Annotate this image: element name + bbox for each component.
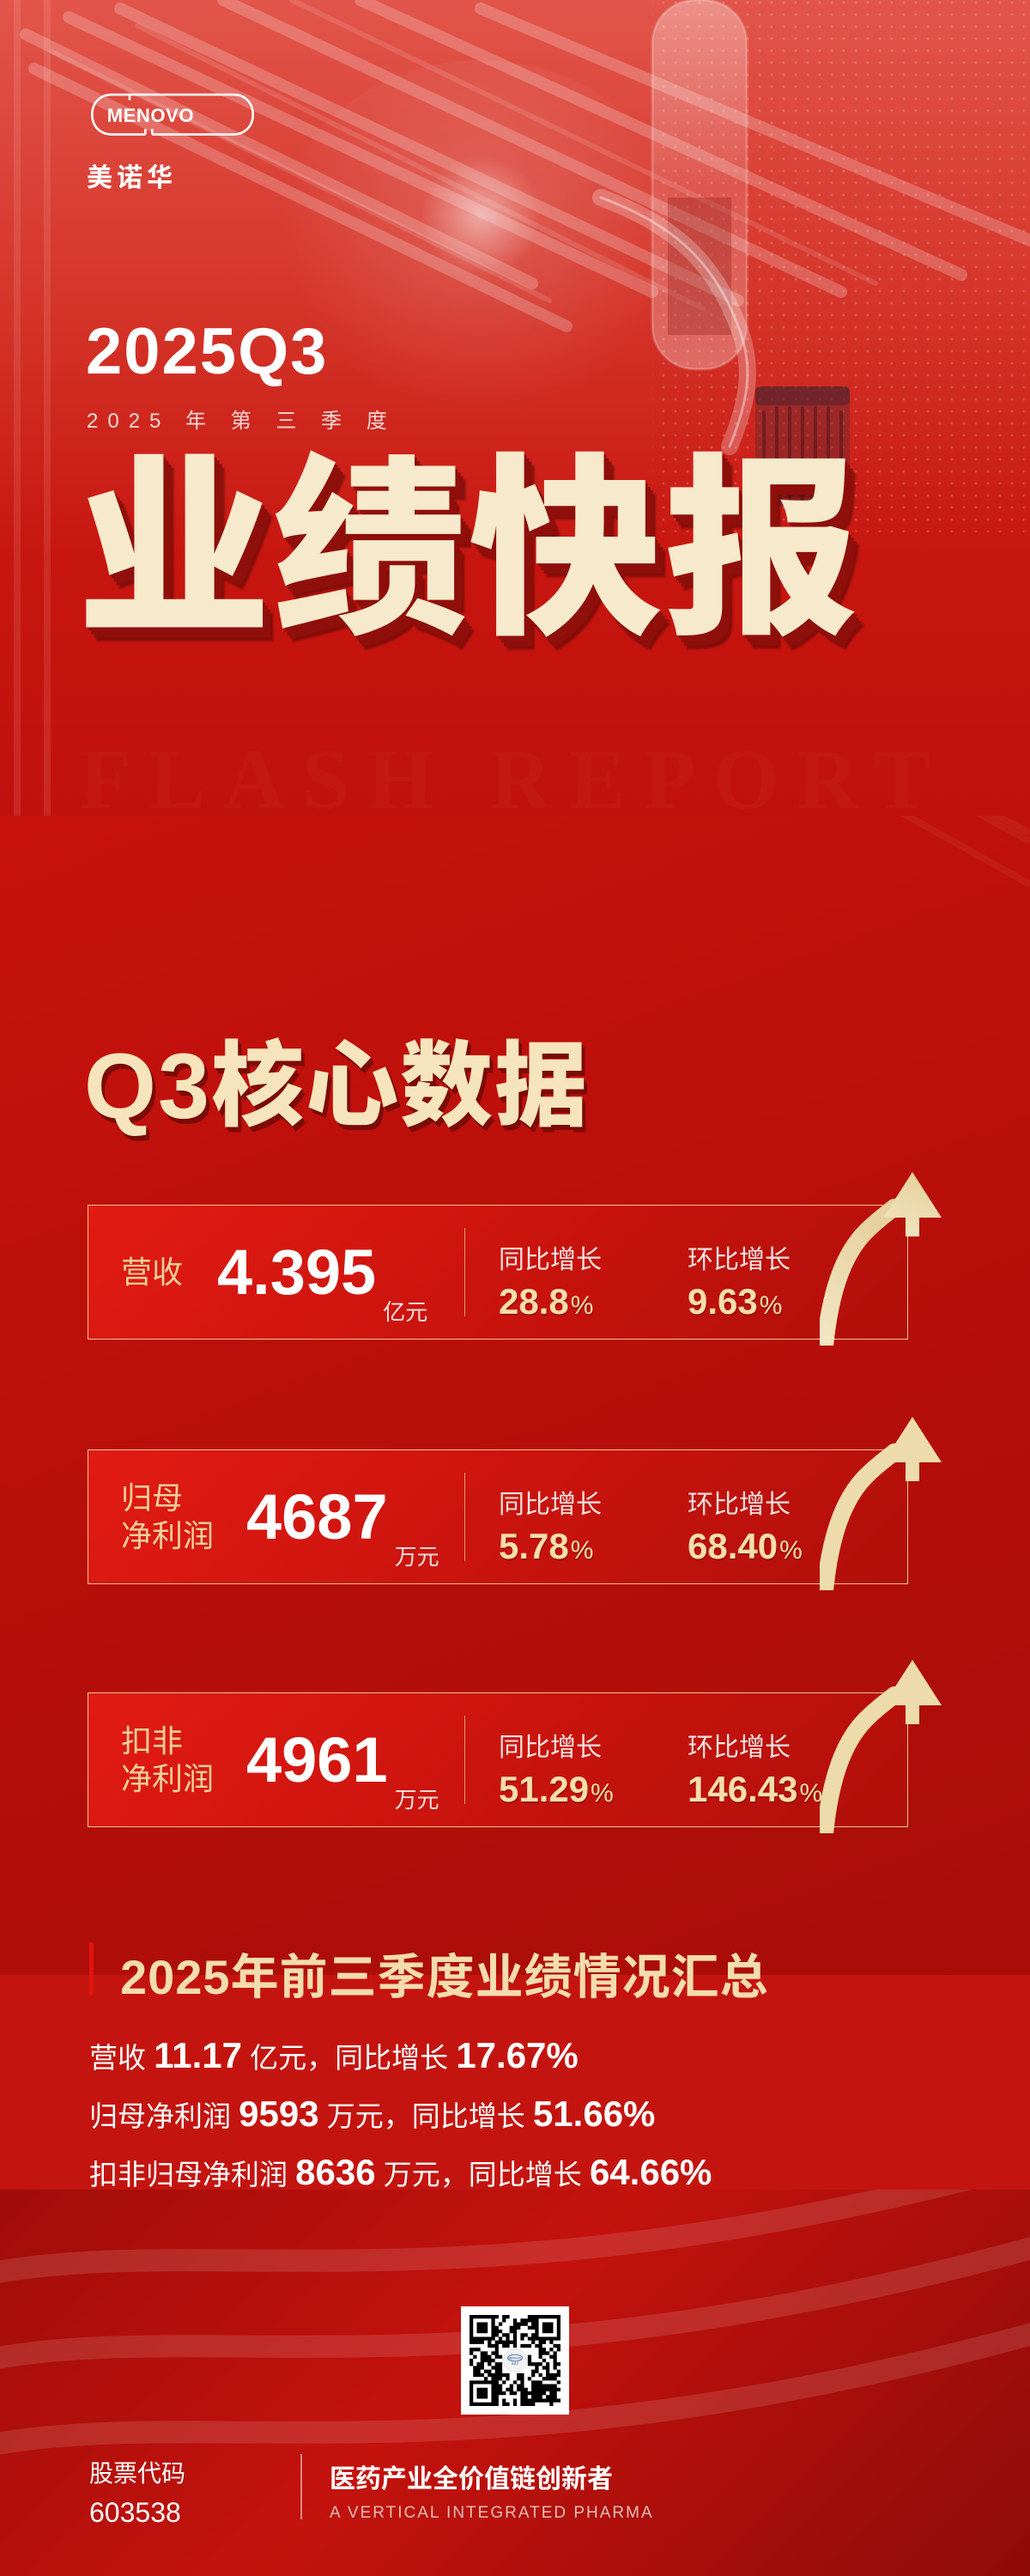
svg-text:MENOVO: MENOVO <box>508 2356 521 2360</box>
svg-text:MENOVO: MENOVO <box>107 105 194 126</box>
svg-text:美诺华: 美诺华 <box>512 2361 519 2366</box>
